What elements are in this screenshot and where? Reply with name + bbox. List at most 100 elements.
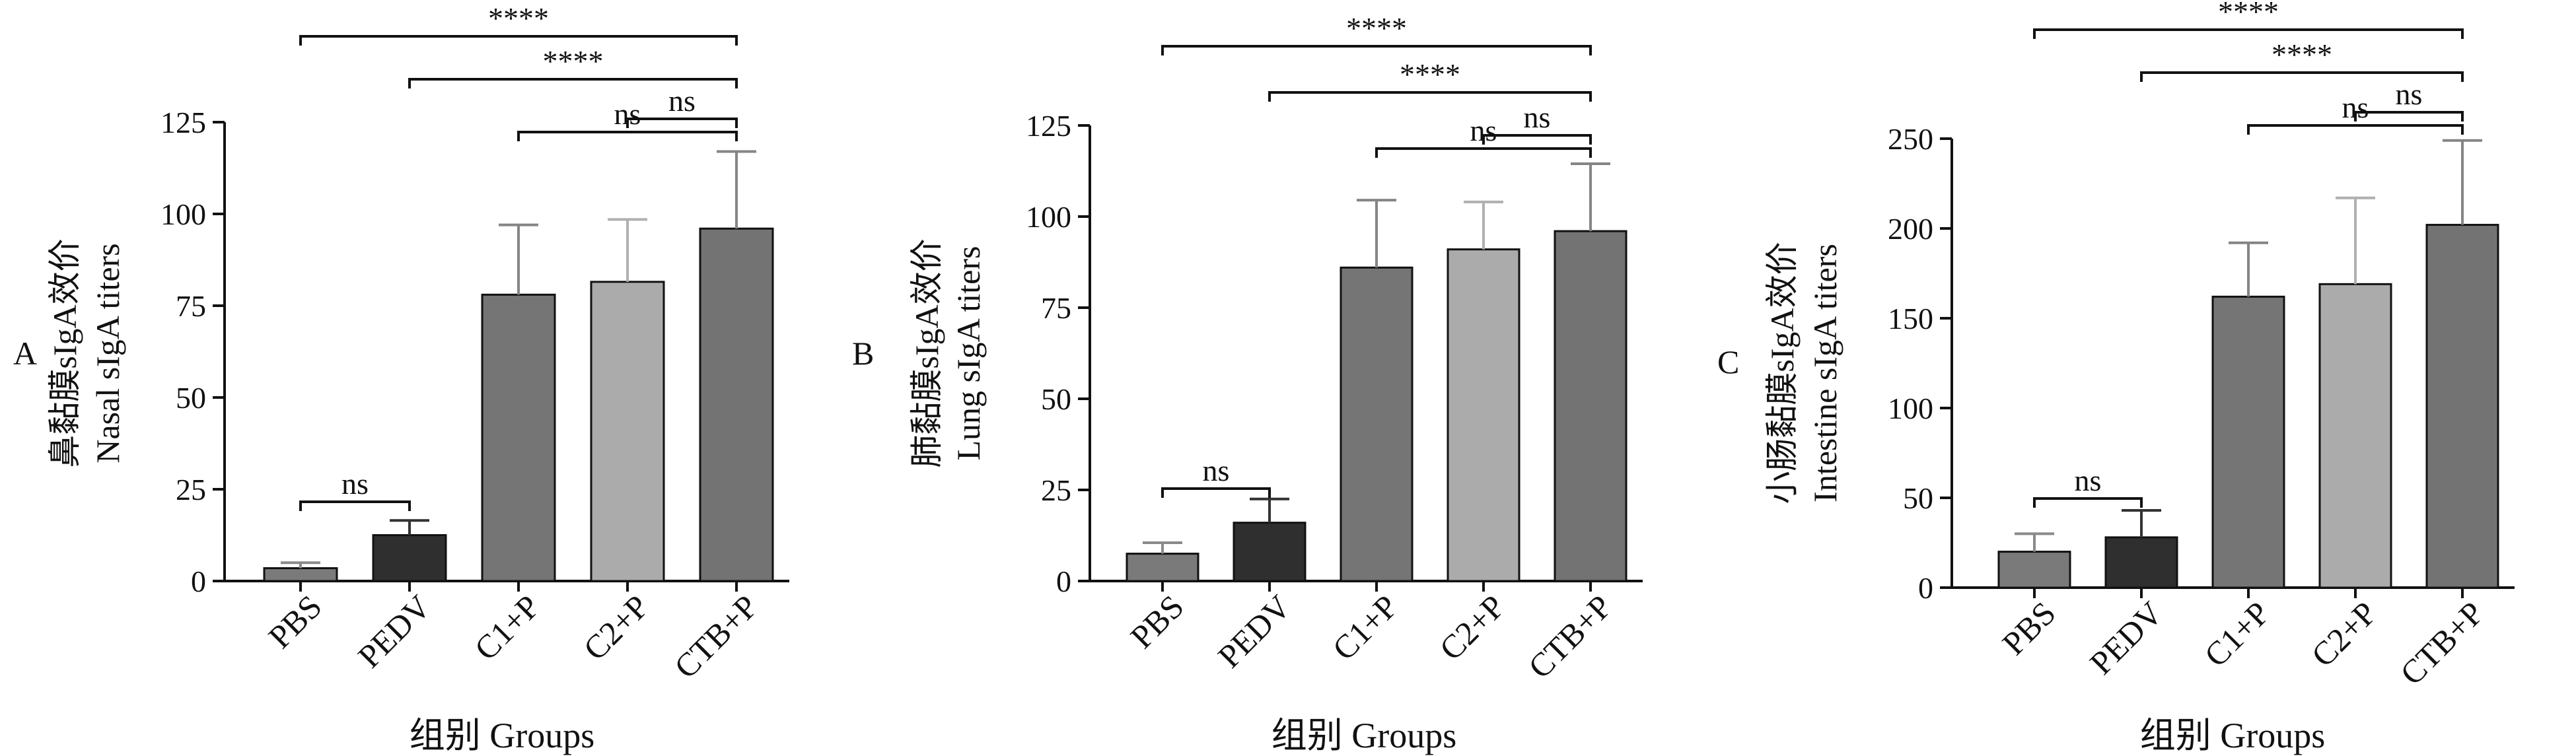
- bar-PBS: [1126, 553, 1199, 582]
- significance-label: ****: [488, 1, 549, 35]
- x-tick-label: C1+P: [2197, 594, 2276, 673]
- bar-C2+P: [1447, 248, 1521, 582]
- x-tick-label: PBS: [1995, 594, 2063, 662]
- panel-label-c: C: [1717, 343, 1739, 380]
- significance-bracket: [517, 131, 738, 141]
- x-tick-label: PBS: [1123, 588, 1191, 656]
- bar-C1+P: [1340, 266, 1413, 582]
- y-tick-label: 200: [1888, 212, 1933, 246]
- significance-bracket: [626, 118, 738, 128]
- axes-b: 0 25 50 75 100 125 PBS PEDV C1+P C2+P CTB+P: [1026, 109, 1643, 685]
- significance-label: ****: [1346, 11, 1407, 45]
- x-axis-label-c: 组别 Groups: [2140, 716, 2326, 755]
- bar-PEDV: [2104, 536, 2178, 589]
- significance-bracket: [299, 35, 738, 46]
- y-tick-label: 100: [1026, 200, 1071, 234]
- y-tick-label: 250: [1888, 122, 1933, 156]
- x-tick-label: PEDV: [351, 588, 438, 675]
- y-axis-label-en-b: Lung sIgA titers: [950, 246, 987, 461]
- y-axis-label-cn-b: 肺黏膜sIgA效价: [908, 238, 945, 467]
- y-tick-label: 50: [1041, 382, 1071, 416]
- y-axis-label-en-c: Intestine sIgA titers: [1807, 244, 1843, 502]
- y-axis-label-cn-a: 鼻黏膜sIgA效价: [46, 238, 83, 467]
- bar-CTB+P: [2425, 224, 2499, 589]
- bars-b: [1126, 230, 1628, 582]
- bar-CTB+P: [699, 227, 774, 582]
- y-tick-label: 125: [1026, 109, 1071, 143]
- panel-a: A 鼻黏膜sIgA效价 Nasal sIgA titers 组别 Groups …: [13, 1, 789, 755]
- x-tick-label: PEDV: [2083, 594, 2170, 681]
- panel-b: B 肺黏膜sIgA效价 Lung sIgA titers 组别 Groups 0…: [852, 11, 1643, 755]
- y-axis-label-cn-c: 小肠黏膜sIgA效价: [1764, 242, 1801, 504]
- x-tick-label: C2+P: [1432, 588, 1511, 667]
- x-tick-label: C2+P: [576, 588, 655, 667]
- error-bars-b: [1143, 162, 1610, 554]
- bar-C2+P: [2318, 283, 2392, 589]
- y-tick-label: 150: [1888, 302, 1933, 335]
- significance-bracket: [2247, 124, 2464, 135]
- x-tick-label: C1+P: [1325, 588, 1404, 667]
- panel-c: C 小肠黏膜sIgA效价 Intestine sIgA titers 组别 Gr…: [1717, 0, 2515, 755]
- error-bars-c: [2015, 139, 2482, 552]
- axes-a: 0 25 50 75 100 125 PBS PEDV C1+P C2+P CTB+P: [161, 106, 789, 685]
- x-tick-label: PBS: [261, 588, 329, 656]
- significance-label: ****: [2272, 38, 2332, 71]
- x-tick-label: CTB+P: [667, 588, 765, 685]
- x-tick-label: PEDV: [1211, 588, 1298, 675]
- significance-label: ns: [1524, 100, 1551, 134]
- y-tick-label: 25: [1041, 473, 1071, 507]
- x-tick-label: C2+P: [2304, 594, 2383, 673]
- y-tick-label: 0: [1918, 571, 1933, 605]
- error-bars-a: [281, 150, 756, 568]
- y-axis-label-en-a: Nasal sIgA titers: [89, 243, 126, 463]
- significance-bracket: [408, 78, 738, 88]
- significance-label: ****: [2218, 0, 2279, 28]
- significance-bracket: [1482, 134, 1592, 145]
- significance-label: ns: [2075, 464, 2102, 497]
- y-tick-label: 100: [161, 197, 206, 231]
- x-tick-label: CTB+P: [2393, 594, 2491, 692]
- bar-C2+P: [590, 281, 665, 582]
- significance-bracket: [2033, 28, 2464, 39]
- bar-CTB+P: [1554, 230, 1628, 582]
- significance-bracket: [1268, 91, 1592, 102]
- significance-bracket: [2354, 111, 2464, 121]
- bars-a: [263, 227, 774, 582]
- y-tick-label: 25: [176, 473, 206, 506]
- y-tick-label: 75: [1041, 291, 1071, 325]
- significance-label: ns: [2396, 77, 2423, 111]
- y-tick-label: 0: [1056, 565, 1071, 598]
- significance-bracket: [1375, 147, 1592, 158]
- bar-PBS: [263, 567, 338, 582]
- y-tick-label: 50: [1903, 481, 1933, 515]
- y-tick-label: 50: [176, 381, 206, 415]
- bar-PEDV: [372, 534, 447, 582]
- significance-label: ns: [1203, 454, 1230, 487]
- y-tick-label: 75: [176, 289, 206, 323]
- axes-c: 0 50 100 150 200 250 PBS PEDV C1+P C2+P CTB+P: [1888, 122, 2515, 692]
- bar-C1+P: [481, 293, 556, 582]
- significance-bracket: [2033, 497, 2143, 508]
- significance-bracket: [1161, 45, 1592, 55]
- y-tick-label: 0: [191, 565, 206, 598]
- significance-label: ****: [543, 44, 604, 78]
- x-tick-label: CTB+P: [1521, 588, 1619, 685]
- significance-bracket: [2140, 71, 2464, 82]
- significance-label: ns: [668, 84, 696, 118]
- x-axis-label-a: 组别 Groups: [410, 716, 595, 755]
- bar-PEDV: [1233, 522, 1306, 582]
- x-axis-label-b: 组别 Groups: [1271, 716, 1457, 755]
- y-tick-label: 125: [161, 106, 206, 139]
- y-tick-label: 100: [1888, 392, 1933, 425]
- panel-label-a: A: [13, 335, 37, 372]
- significance-label: ns: [341, 467, 369, 500]
- bar-PBS: [1997, 551, 2071, 589]
- significance-bracket: [1161, 487, 1271, 498]
- x-tick-label: C1+P: [467, 588, 546, 667]
- significance-bracket: [299, 500, 411, 511]
- significance-label: ****: [1400, 57, 1460, 91]
